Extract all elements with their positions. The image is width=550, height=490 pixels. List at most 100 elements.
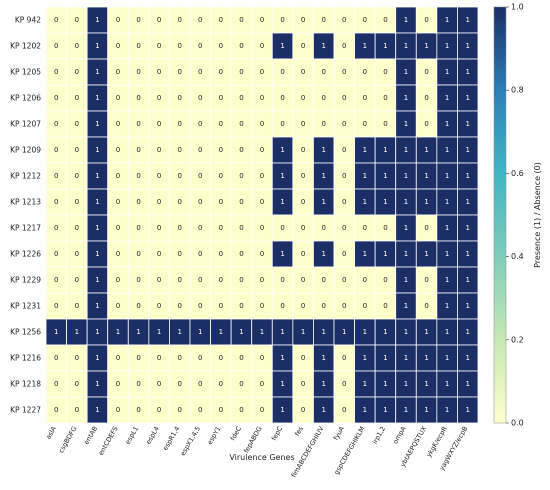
heatmap-cell-label: 0	[363, 120, 367, 128]
column-label: fepABDG	[242, 425, 264, 454]
heatmap-cell-label: 0	[219, 354, 223, 362]
heatmap-cell-label: 0	[301, 250, 305, 258]
heatmap-cell-label: 0	[301, 354, 305, 362]
heatmap-cell-label: 1	[404, 406, 408, 414]
column-label: csgBDFG	[57, 425, 79, 454]
column-label: entCDEFS	[97, 425, 120, 457]
heatmap-cell-label: 0	[219, 146, 223, 154]
heatmap-cell-label: 0	[198, 198, 202, 206]
row-labels: KP 942 KP 1202 KP 1205 KP 1206 KP 1207 KP 120…	[10, 16, 41, 415]
heatmap-cell-label: 0	[363, 224, 367, 232]
heatmap-cell-label: 0	[75, 380, 79, 388]
heatmap-cell-label: 0	[383, 276, 387, 284]
heatmap-cell-label: 1	[363, 354, 367, 362]
heatmap-cell-label: 0	[116, 302, 120, 310]
heatmap-cell-label: 0	[342, 302, 346, 310]
heatmap-cell-label: 0	[177, 172, 181, 180]
heatmap-cell-label: 0	[301, 42, 305, 50]
heatmap-cell-label: 0	[321, 302, 325, 310]
heatmap-cell-label: 0	[239, 276, 243, 284]
heatmap-cell-label: 0	[280, 16, 284, 24]
heatmap-cell-label: 0	[116, 172, 120, 180]
heatmap-cell-label: 1	[280, 172, 284, 180]
heatmap-cell-label: 0	[198, 276, 202, 284]
heatmap-cell-label: 1	[465, 380, 469, 388]
heatmap-cell-label: 0	[260, 42, 264, 50]
heatmap-cell-label: 1	[95, 68, 99, 76]
heatmap-cell-label: 1	[321, 42, 325, 50]
heatmap-cell-label: 1	[445, 380, 449, 388]
column-label: fdeC	[229, 425, 244, 442]
heatmap-cell-label: 1	[424, 380, 428, 388]
heatmap-cell-label: 0	[136, 302, 140, 310]
heatmap-cell-label: 0	[198, 146, 202, 154]
heatmap-cell-label: 0	[75, 68, 79, 76]
heatmap-cell-label: 1	[95, 16, 99, 24]
heatmap-cell-label: 0	[301, 380, 305, 388]
heatmap-cells: 0 0 1 0 0 0 0 0 0 0 0 0 0 0 0 0 0 1 0 1 1 0 0 1 0 0 0 0 0 0 0 0 1 0 1 0 1 1 1 1…	[45, 6, 479, 424]
heatmap-cell-label: 0	[383, 120, 387, 128]
heatmap-cell-label: 1	[363, 328, 367, 336]
heatmap-cell-label: 1	[404, 42, 408, 50]
colorbar-tick-label: 0.4	[511, 252, 524, 261]
heatmap-cell-label: 1	[404, 354, 408, 362]
heatmap-cell-label: 0	[342, 172, 346, 180]
heatmap-cell-label: 0	[363, 94, 367, 102]
heatmap-cell-label: 0	[54, 406, 58, 414]
heatmap-cell-label: 0	[424, 224, 428, 232]
heatmap-cell-label: 0	[157, 146, 161, 154]
heatmap-cell-label: 0	[177, 198, 181, 206]
heatmap-cell-label: 0	[260, 380, 264, 388]
heatmap-cell-label: 0	[157, 94, 161, 102]
heatmap-cell-label: 0	[260, 16, 264, 24]
heatmap-cell-label: 0	[177, 94, 181, 102]
heatmap-cell-label: 0	[383, 16, 387, 24]
heatmap-cell-label: 0	[198, 250, 202, 258]
row-label: KP 1202	[10, 42, 41, 51]
heatmap-cell-label: 0	[136, 146, 140, 154]
heatmap-cell-label: 1	[445, 42, 449, 50]
colorbar-tick-label: 0.8	[511, 86, 524, 95]
heatmap-cell-label: 0	[75, 224, 79, 232]
heatmap-cell-label: 1	[465, 354, 469, 362]
heatmap-cell-label: 0	[280, 94, 284, 102]
colorbar-tick-label: 0.6	[511, 169, 524, 178]
heatmap-cell-label: 0	[75, 172, 79, 180]
heatmap-cell-label: 0	[280, 224, 284, 232]
heatmap-cell-label: 0	[239, 172, 243, 180]
column-label: espX1,4,5	[179, 425, 202, 457]
heatmap-cell-label: 0	[301, 94, 305, 102]
heatmap-cell-label: 0	[280, 302, 284, 310]
heatmap-cell-label: 0	[239, 16, 243, 24]
heatmap-cell-label: 0	[116, 380, 120, 388]
heatmap-cell-label: 0	[116, 120, 120, 128]
heatmap-cell-label: 0	[177, 380, 181, 388]
heatmap-cell-label: 0	[363, 276, 367, 284]
heatmap-cell-label: 0	[136, 94, 140, 102]
heatmap-cell-label: 1	[383, 406, 387, 414]
heatmap-cell-label: 1	[321, 354, 325, 362]
heatmap-cell-label: 0	[363, 302, 367, 310]
heatmap-cell-label: 1	[95, 302, 99, 310]
heatmap-cell-label: 0	[301, 224, 305, 232]
heatmap-cell-label: 1	[280, 198, 284, 206]
heatmap-cell-label: 1	[404, 68, 408, 76]
colorbar-gradient	[493, 6, 507, 424]
heatmap-cell-label: 0	[260, 146, 264, 154]
heatmap-cell-label: 0	[260, 198, 264, 206]
heatmap-cell-label: 0	[424, 68, 428, 76]
row-label: KP 1216	[10, 354, 41, 363]
heatmap-cell-label: 1	[321, 380, 325, 388]
heatmap-cell-label: 1	[95, 250, 99, 258]
heatmap-cell-label: 1	[75, 328, 79, 336]
heatmap-cell-label: 0	[116, 276, 120, 284]
heatmap-cell-label: 1	[465, 198, 469, 206]
heatmap-cell-label: 0	[239, 406, 243, 414]
heatmap-cell-label: 0	[219, 276, 223, 284]
heatmap-cell-label: 1	[383, 146, 387, 154]
heatmap-cell-label: 0	[75, 302, 79, 310]
heatmap-cell-label: 1	[404, 172, 408, 180]
heatmap-cell-label: 0	[136, 198, 140, 206]
heatmap-cell-label: 0	[54, 68, 58, 76]
